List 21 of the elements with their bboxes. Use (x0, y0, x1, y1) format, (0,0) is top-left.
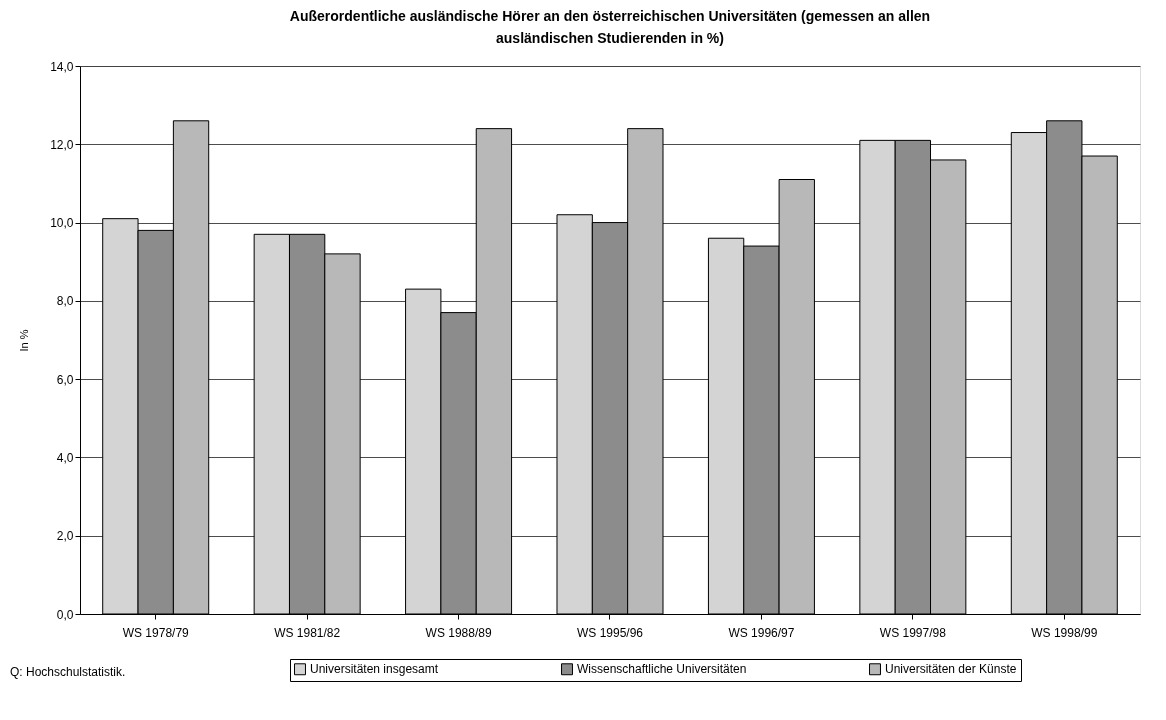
x-tick-label: WS 1995/96 (576, 625, 644, 640)
chart-title: Außerordentliche ausländische Hörer an den österreichischen Universitäten (gemessen an allen ausländischen Studierenden in %) (289, 8, 931, 46)
y-axis-title: In % (18, 329, 31, 352)
y-tick-label: 4,0 (56, 450, 74, 465)
x-tick-label: WS 1981/82 (274, 625, 341, 640)
x-tick-label: WS 1996/97 (728, 625, 795, 640)
legend-label: Universitäten der Künste (885, 662, 1017, 677)
y-tick-label: 12,0 (50, 137, 74, 152)
y-tick-label: 14,0 (50, 59, 74, 74)
text: Q: Hochschulstatistik. (10, 665, 126, 679)
y-tick-label: 10,0 (50, 216, 74, 231)
x-tick-label: WS 1988/89 (425, 625, 492, 640)
y-tick-label: 0,0 (56, 607, 74, 622)
y-tick-label: 8,0 (56, 294, 74, 309)
x-tick-label: WS 1978/79 (122, 625, 190, 640)
x-tick-label: WS 1997/98 (879, 625, 947, 640)
x-tick-label: WS 1998/99 (1031, 625, 1098, 640)
legend-label: Wissenschaftliche Universitäten (577, 662, 747, 677)
y-tick-label: 2,0 (56, 529, 74, 544)
legend-label: Universitäten insgesamt (310, 662, 439, 677)
y-tick-label: 6,0 (56, 372, 74, 387)
